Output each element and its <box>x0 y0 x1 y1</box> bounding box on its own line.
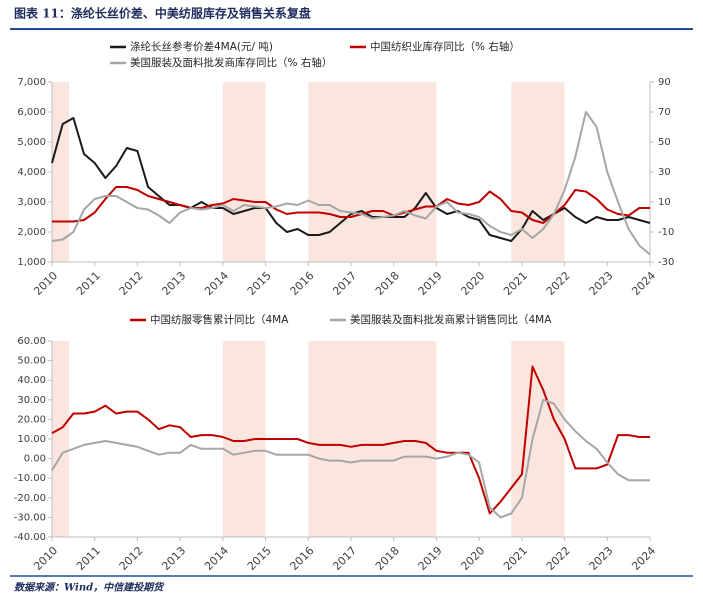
x-tick-label: 2023 <box>587 269 616 298</box>
source: 数据来源：Wind，中信建投期货 <box>14 582 165 594</box>
x-tick-label: 2019 <box>416 269 445 298</box>
y-tick-label: 1,000 <box>17 257 46 268</box>
x-tick-label: 2016 <box>288 269 317 298</box>
x-tick-label: 2014 <box>202 544 231 573</box>
x-tick-label: 2013 <box>159 269 188 298</box>
y-tick-label: -40.00 <box>14 532 46 543</box>
x-tick-label: 2015 <box>245 544 274 573</box>
legend-label: 中国纺织业库存同比（% 右轴） <box>370 40 520 53</box>
y-tick-label: 7,000 <box>17 77 46 88</box>
y2-tick-label: 10 <box>658 197 671 208</box>
x-tick-label: 2018 <box>373 544 402 573</box>
x-tick-label: 2020 <box>458 544 487 573</box>
x-tick-label: 2021 <box>501 269 530 298</box>
x-tick-label: 2019 <box>416 544 445 573</box>
y2-tick-label: -10 <box>658 227 674 238</box>
x-tick-label: 2014 <box>202 269 231 298</box>
y-tick-label: 2,000 <box>17 227 46 238</box>
y-tick-label: -10.00 <box>14 473 46 484</box>
shaded-period <box>52 341 70 537</box>
shaded-period <box>308 341 437 537</box>
figure-title: 图表 11：涤纶长丝价差、中美纺服库存及销售关系复盘 <box>14 6 311 21</box>
x-tick-label: 2017 <box>330 544 359 573</box>
y-tick-label: 50.00 <box>17 356 46 367</box>
y-tick-label: 20.00 <box>17 414 46 425</box>
legend-label: 美国服装及面料批发商累计销售同比（4MA <box>350 313 552 326</box>
x-tick-label: 2010 <box>31 269 60 298</box>
x-tick-label: 2024 <box>629 269 658 298</box>
y2-tick-label: 50 <box>658 137 671 148</box>
y-tick-label: 3,000 <box>17 197 46 208</box>
x-tick-label: 2017 <box>330 269 359 298</box>
series-line <box>51 111 651 256</box>
series-line <box>52 186 650 224</box>
y-tick-label: 10.00 <box>17 434 46 445</box>
y-tick-label: 30.00 <box>17 395 46 406</box>
y-tick-label: 4,000 <box>17 167 46 178</box>
y-tick-label: 40.00 <box>17 375 46 386</box>
x-tick-label: 2013 <box>159 544 188 573</box>
x-tick-label: 2012 <box>117 544 146 573</box>
legend-label: 涤纶长丝参考价差4MA(元/ 吨) <box>130 40 273 53</box>
shaded-period <box>308 82 437 262</box>
shaded-period <box>511 82 565 262</box>
series-line <box>51 365 650 515</box>
x-tick-label: 2022 <box>544 269 573 298</box>
shaded-period <box>511 341 565 537</box>
shaded-period <box>222 82 266 262</box>
x-tick-label: 2018 <box>373 269 402 298</box>
y2-tick-label: 30 <box>658 167 671 178</box>
x-tick-label: 2023 <box>587 544 616 573</box>
y2-tick-label: 90 <box>658 77 671 88</box>
x-tick-label: 2011 <box>74 269 103 298</box>
shaded-period <box>52 82 70 262</box>
y-tick-label: -20.00 <box>14 493 46 504</box>
y-tick-label: 6,000 <box>17 107 46 118</box>
y-tick-label: 5,000 <box>17 137 46 148</box>
x-tick-label: 2011 <box>74 544 103 573</box>
y-tick-label: 0.00 <box>24 454 46 465</box>
x-tick-label: 2024 <box>629 544 658 573</box>
y-tick-label: -30.00 <box>14 512 46 523</box>
x-tick-label: 2022 <box>544 544 573 573</box>
legend-label: 中国纺服零售累计同比（4MA <box>150 313 289 326</box>
x-tick-label: 2020 <box>458 269 487 298</box>
y2-tick-label: 70 <box>658 107 671 118</box>
x-tick-label: 2010 <box>31 544 60 573</box>
x-tick-label: 2012 <box>117 269 146 298</box>
y-tick-label: 60.00 <box>17 336 46 347</box>
y2-tick-label: -30 <box>658 257 674 268</box>
x-tick-label: 2015 <box>245 269 274 298</box>
legend-label: 美国服装及面料批发商库存同比（% 右轴） <box>130 56 332 69</box>
series-line <box>51 398 650 519</box>
x-tick-label: 2016 <box>288 544 317 573</box>
x-tick-label: 2021 <box>501 544 530 573</box>
